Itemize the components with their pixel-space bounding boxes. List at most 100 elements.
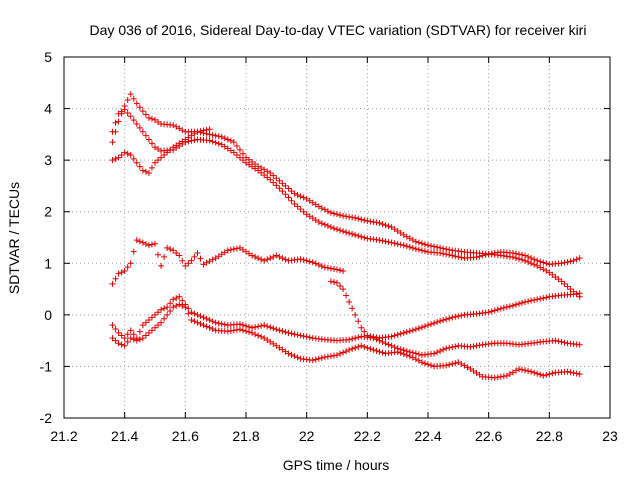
data-point — [355, 215, 362, 222]
data-point — [312, 260, 319, 267]
data-point — [191, 137, 198, 144]
data-point — [255, 255, 262, 262]
data-point — [139, 108, 146, 115]
data-point — [570, 291, 577, 298]
data-point — [206, 137, 213, 144]
data-point — [215, 320, 222, 327]
data-point — [182, 136, 189, 143]
data-point — [349, 305, 356, 312]
data-point — [406, 235, 413, 242]
x-tick-label: 22.4 — [414, 428, 441, 444]
data-point — [297, 332, 304, 339]
data-point — [136, 328, 143, 335]
data-point — [179, 297, 186, 304]
data-point — [142, 168, 149, 175]
data-point — [267, 255, 274, 262]
data-point — [519, 299, 526, 306]
data-point — [203, 126, 210, 133]
data-point — [321, 264, 328, 271]
data-point — [446, 344, 453, 351]
data-point — [197, 313, 204, 320]
data-point — [276, 344, 283, 351]
data-point — [285, 350, 292, 357]
data-point — [188, 309, 195, 316]
y-tick-label: 1 — [44, 255, 52, 271]
data-point — [349, 335, 356, 342]
data-point — [446, 246, 453, 253]
x-tick-label: 21.6 — [172, 428, 199, 444]
data-point — [115, 154, 122, 161]
data-point — [203, 315, 210, 322]
x-tick-label: 21.8 — [232, 428, 259, 444]
data-point — [494, 374, 501, 381]
data-point — [118, 151, 125, 158]
data-point — [352, 344, 359, 351]
data-point — [355, 318, 362, 325]
data-point — [330, 352, 337, 359]
data-point — [388, 333, 395, 340]
data-point — [400, 242, 407, 249]
data-point — [403, 329, 410, 336]
data-point — [279, 255, 286, 262]
data-point — [564, 368, 571, 375]
data-point — [434, 319, 441, 326]
data-point — [355, 232, 362, 239]
data-point — [355, 343, 362, 350]
data-point — [249, 324, 256, 331]
data-point — [130, 95, 137, 102]
data-point — [446, 361, 453, 368]
data-point — [400, 329, 407, 336]
data-point — [136, 336, 143, 343]
data-point — [367, 345, 374, 352]
data-point — [200, 322, 207, 329]
data-point — [112, 326, 119, 333]
data-point — [148, 327, 155, 334]
data-point — [115, 118, 122, 125]
data-point — [206, 126, 213, 133]
data-point — [534, 296, 541, 303]
data-point — [412, 356, 419, 363]
data-point — [236, 146, 243, 153]
data-point — [358, 233, 365, 240]
data-point — [282, 182, 289, 189]
data-point — [346, 213, 353, 220]
data-point — [376, 348, 383, 355]
data-point — [155, 251, 162, 258]
data-point — [318, 205, 325, 212]
data-point — [127, 151, 134, 158]
data-point — [440, 245, 447, 252]
data-point — [267, 324, 274, 331]
data-point — [276, 327, 283, 334]
data-point — [167, 307, 174, 314]
data-point — [306, 334, 313, 341]
data-point — [200, 127, 207, 134]
data-point — [431, 320, 438, 327]
data-point — [522, 252, 529, 259]
data-point — [161, 315, 168, 322]
data-point — [264, 174, 271, 181]
data-point — [124, 109, 131, 116]
data-point — [185, 260, 192, 267]
data-point — [230, 139, 237, 146]
data-point — [112, 119, 119, 126]
data-point — [158, 306, 165, 313]
data-point — [112, 337, 119, 344]
data-point — [315, 203, 322, 210]
data-point — [397, 350, 404, 357]
data-point — [321, 206, 328, 213]
data-point — [124, 331, 131, 338]
data-point — [531, 297, 538, 304]
data-point — [358, 324, 365, 331]
data-point — [185, 305, 192, 312]
y-axis-label: SDTVAR / TECUs — [6, 182, 22, 294]
data-point — [188, 257, 195, 264]
data-point — [261, 166, 268, 173]
data-point — [112, 275, 119, 282]
data-point — [428, 321, 435, 328]
data-point — [337, 282, 344, 289]
data-point — [197, 128, 204, 135]
data-point — [394, 228, 401, 235]
data-point — [155, 157, 162, 164]
data-point — [145, 136, 152, 143]
data-point — [158, 319, 165, 326]
